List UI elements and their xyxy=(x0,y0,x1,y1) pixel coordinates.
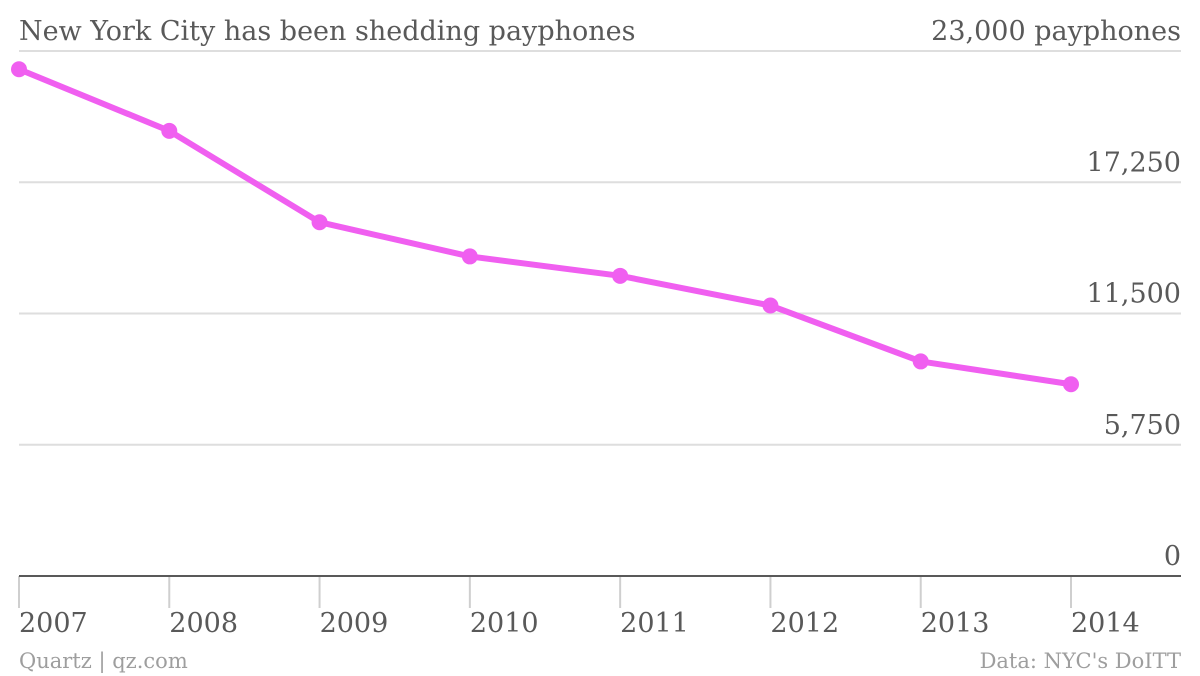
x-tick-label-2011: 2011 xyxy=(620,608,689,639)
data-source: Data: NYC's DoITT xyxy=(980,649,1181,673)
x-tick-label-2008: 2008 xyxy=(169,608,238,639)
x-tick-label-2010: 2010 xyxy=(470,608,539,639)
data-point-2011 xyxy=(612,267,629,284)
y-axis-tick-labels: 0 5,750 11,500 17,250 23,000 payphones xyxy=(931,16,1181,572)
data-point-2009 xyxy=(311,214,328,231)
y-tick-label-17250: 17,250 xyxy=(1087,147,1181,178)
x-tick-label-2012: 2012 xyxy=(770,608,839,639)
y-tick-label-5750: 5,750 xyxy=(1104,410,1181,441)
data-point-2008 xyxy=(161,122,178,139)
gridlines xyxy=(19,50,1181,446)
data-point-2013 xyxy=(912,353,929,370)
x-axis-tick-marks xyxy=(18,576,1072,608)
series-line-payphones xyxy=(16,66,1074,388)
x-tick-label-2007: 2007 xyxy=(19,608,88,639)
x-tick-label-2013: 2013 xyxy=(921,608,990,639)
y-tick-label-23000: 23,000 payphones xyxy=(931,16,1181,47)
x-axis-tick-labels: 2007 2008 2009 2010 2011 2012 2013 2014 xyxy=(19,608,1140,639)
data-point-2014 xyxy=(1063,376,1079,393)
x-tick-label-2009: 2009 xyxy=(320,608,389,639)
data-point-2010 xyxy=(461,248,478,265)
chart-title: New York City has been shedding payphone… xyxy=(19,16,635,47)
data-point-2007 xyxy=(11,61,27,78)
source-credit: Quartz | qz.com xyxy=(19,649,188,674)
y-tick-label-11500: 11,500 xyxy=(1087,279,1181,310)
data-point-2012 xyxy=(762,297,779,314)
data-points xyxy=(11,61,1079,393)
y-tick-label-0: 0 xyxy=(1164,541,1181,572)
x-tick-label-2014: 2014 xyxy=(1071,608,1140,639)
